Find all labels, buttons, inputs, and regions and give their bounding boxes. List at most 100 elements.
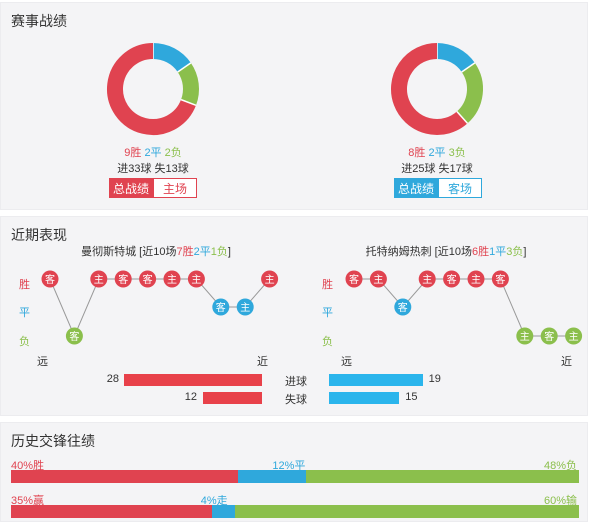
recent-panel: 近期表现 曼彻斯特城 [近10场7胜2平1负] 托特纳姆热刺 [近10场6胜1平… bbox=[0, 216, 588, 416]
form-point-w bbox=[491, 270, 509, 288]
away-row-label-draw: 平 bbox=[322, 307, 333, 319]
form-point-w bbox=[139, 270, 157, 288]
away-summary-suffix: ] bbox=[523, 246, 527, 258]
away-goals-scored: 进25球 bbox=[401, 163, 436, 175]
form-venue-label: 客 bbox=[398, 301, 408, 314]
h2h-row2-win-label: 35%赢 bbox=[11, 495, 45, 507]
donut-separator bbox=[180, 98, 197, 107]
h2h-row1-win-seg bbox=[11, 470, 239, 483]
donut-segment-loss bbox=[177, 62, 199, 106]
home-near-label: 近 bbox=[257, 356, 268, 368]
form-venue-label: 主 bbox=[191, 274, 201, 286]
away-tab-total[interactable]: 总战绩 bbox=[394, 178, 438, 198]
form-line bbox=[354, 278, 574, 337]
donut-segment-win bbox=[391, 43, 468, 135]
away-goals-bar bbox=[329, 374, 423, 386]
form-venue-label: 客 bbox=[143, 273, 153, 286]
away-recent-header: 托特纳姆热刺 [近10场6胜1平3负] bbox=[331, 243, 561, 259]
home-goals-conceded: 失13球 bbox=[154, 163, 189, 175]
h2h-row1-draw-label: 12%平 bbox=[272, 460, 306, 472]
h2h-row1-bar bbox=[11, 470, 579, 483]
h2h-row2-loss-seg bbox=[234, 505, 579, 518]
home-summary-suffix: ] bbox=[227, 246, 231, 258]
away-row-label-loss: 负 bbox=[322, 336, 333, 348]
h2h-panel: 历史交锋往绩 40%胜 12%平 48%负 35%赢 4%走 60%输 bbox=[0, 422, 588, 522]
section-title-h2h: 历史交锋往绩 bbox=[11, 433, 95, 449]
form-venue-label: 主 bbox=[471, 274, 481, 286]
form-venue-label: 客 bbox=[495, 273, 505, 286]
away-row-label-win: 胜 bbox=[322, 279, 333, 291]
away-near-label: 近 bbox=[561, 356, 572, 368]
home-summary-draws: 2平 bbox=[193, 246, 211, 258]
donut-separator bbox=[461, 62, 476, 73]
h2h-row1-win-label: 40%胜 bbox=[11, 460, 45, 472]
form-point-d bbox=[212, 298, 230, 316]
form-point-d bbox=[236, 298, 254, 316]
form-venue-label: 客 bbox=[69, 330, 79, 343]
form-venue-label: 客 bbox=[45, 273, 55, 286]
away-goals-value: 19 bbox=[428, 373, 441, 385]
h2h-row2-bar bbox=[11, 505, 579, 518]
form-venue-label: 主 bbox=[240, 302, 250, 314]
home-summary-wins: 7胜 bbox=[176, 246, 194, 258]
home-tab-home[interactable]: 主场 bbox=[153, 178, 197, 198]
form-venue-label: 客 bbox=[216, 301, 226, 314]
form-venue-label: 主 bbox=[94, 274, 104, 286]
form-line bbox=[49, 278, 270, 338]
record-panel: 赛事战绩 9胜 2平 2负 进33球 失13球 总战绩 主场 8胜 2平 3负 … bbox=[0, 2, 588, 210]
form-point-w bbox=[369, 270, 387, 288]
form-venue-label: 客 bbox=[118, 273, 128, 286]
form-venue-label: 主 bbox=[520, 331, 530, 343]
form-point-l bbox=[65, 327, 83, 345]
form-venue-label: 主 bbox=[422, 274, 432, 286]
home-far-label: 远 bbox=[37, 356, 48, 368]
form-point-l bbox=[565, 327, 583, 345]
home-conceded-value: 12 bbox=[184, 391, 197, 403]
home-tab-total[interactable]: 总战绩 bbox=[109, 178, 153, 198]
conceded-label: 失球 bbox=[285, 394, 307, 406]
form-venue-label: 主 bbox=[167, 274, 177, 286]
home-wins: 9胜 bbox=[124, 147, 142, 159]
home-summary-losses: 1负 bbox=[210, 246, 228, 258]
away-record-line: 8胜 2平 3负 bbox=[389, 144, 485, 160]
form-point-l bbox=[540, 327, 558, 345]
home-row-label-loss: 负 bbox=[19, 336, 30, 348]
home-losses: 2负 bbox=[164, 147, 182, 159]
goals-label: 进球 bbox=[285, 376, 307, 388]
donut-separator bbox=[456, 110, 469, 124]
h2h-row1-loss-label: 48%负 bbox=[543, 460, 577, 472]
form-point-w bbox=[114, 270, 132, 288]
h2h-row2-win-seg bbox=[11, 505, 212, 518]
away-team-name: 托特纳姆热刺 bbox=[365, 246, 432, 258]
form-point-w bbox=[418, 270, 436, 288]
form-venue-label: 客 bbox=[447, 273, 457, 286]
form-point-w bbox=[443, 270, 461, 288]
donut-separator bbox=[177, 62, 192, 73]
form-point-w bbox=[90, 270, 108, 288]
home-summary-prefix: [近10场 bbox=[136, 246, 177, 258]
form-venue-label: 客 bbox=[544, 330, 554, 343]
away-summary-losses: 3负 bbox=[506, 246, 524, 258]
form-venue-label: 主 bbox=[265, 274, 275, 286]
away-wins: 8胜 bbox=[408, 147, 426, 159]
home-team-name: 曼彻斯特城 bbox=[81, 246, 137, 258]
home-form-chart: 客客主客客主主客 主主 bbox=[41, 270, 279, 345]
form-point-w bbox=[187, 270, 205, 288]
section-title-recent: 近期表现 bbox=[11, 227, 67, 243]
home-goals-bar bbox=[124, 374, 262, 386]
donut-segment-draw bbox=[152, 43, 191, 73]
home-row-label-win: 胜 bbox=[19, 279, 30, 291]
away-summary-prefix: [近10场 bbox=[431, 246, 472, 258]
h2h-row1-draw-seg bbox=[238, 470, 307, 483]
away-tab-away[interactable]: 客场 bbox=[438, 178, 482, 198]
away-summary-draws: 1平 bbox=[489, 246, 507, 258]
away-donut-chart bbox=[391, 43, 483, 135]
h2h-row2-loss-label: 60%输 bbox=[543, 495, 577, 507]
home-recent-header: 曼彻斯特城 [近10场7胜2平1负] bbox=[41, 243, 271, 259]
away-far-label: 远 bbox=[341, 356, 352, 368]
away-summary-wins: 6胜 bbox=[471, 246, 490, 258]
away-form-chart: 客主客主客主客主客主 bbox=[345, 270, 583, 345]
away-draws: 2平 bbox=[428, 147, 446, 159]
form-venue-label: 客 bbox=[349, 273, 359, 286]
donut-segment-draw bbox=[436, 43, 475, 73]
